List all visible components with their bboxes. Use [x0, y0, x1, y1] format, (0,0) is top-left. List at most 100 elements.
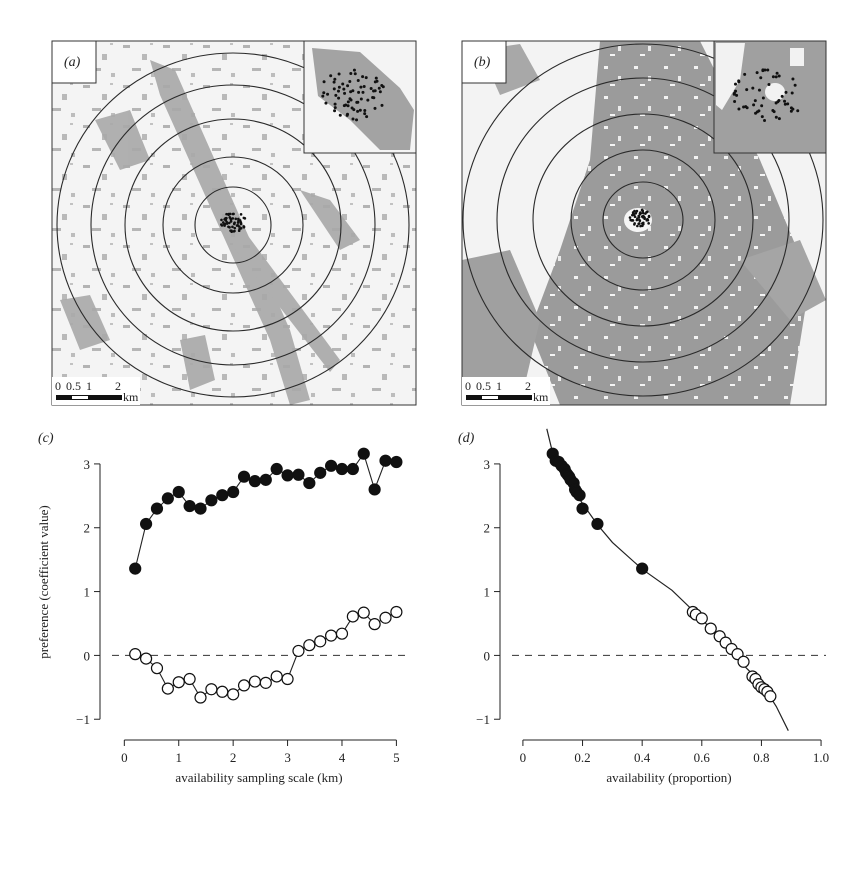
location-point	[225, 212, 228, 216]
open-point	[335, 627, 349, 640]
location-point	[231, 212, 235, 216]
filled-point	[139, 517, 153, 531]
location-point	[784, 90, 788, 94]
open-point	[704, 622, 717, 635]
location-point	[366, 98, 370, 102]
location-point	[220, 223, 223, 226]
x-tick-label: 2	[230, 750, 237, 765]
x-axis-label: availability sampling scale (km)	[175, 770, 342, 785]
location-point	[753, 99, 757, 103]
location-point	[378, 90, 382, 94]
location-point	[322, 91, 326, 95]
location-point	[734, 82, 738, 86]
location-point	[777, 117, 781, 121]
location-point	[228, 226, 231, 229]
y-tick-label: 2	[84, 521, 91, 536]
location-point	[634, 211, 638, 215]
location-point	[359, 97, 363, 101]
filled-point	[194, 502, 207, 515]
location-point	[337, 85, 341, 89]
y-axis-label: preference (coefficient value)	[36, 505, 51, 659]
location-point	[373, 106, 377, 110]
location-point	[346, 100, 350, 104]
open-point	[205, 683, 218, 696]
location-point	[242, 216, 246, 220]
open-point	[172, 676, 185, 689]
location-point	[643, 217, 646, 221]
location-point	[763, 119, 767, 123]
location-point	[233, 221, 236, 225]
location-point	[346, 84, 350, 88]
filled-point	[161, 492, 174, 505]
location-point	[791, 107, 795, 111]
location-point	[352, 68, 356, 72]
location-point	[334, 93, 338, 97]
panel-b-inset	[713, 40, 827, 154]
x-tick-label: 0.8	[753, 750, 769, 765]
location-point	[742, 105, 746, 109]
location-point	[239, 213, 243, 216]
open-point	[216, 685, 229, 698]
x-tick-label: 4	[339, 750, 346, 765]
panel-b-label: (b)	[474, 55, 491, 70]
open-point	[183, 672, 196, 686]
filled-point	[129, 562, 142, 575]
plot-area	[508, 432, 830, 732]
location-point	[645, 219, 649, 222]
location-point	[228, 216, 232, 219]
filled-point	[335, 462, 349, 476]
location-point	[348, 79, 352, 83]
location-point	[237, 217, 240, 221]
location-point	[791, 77, 795, 81]
location-point	[752, 103, 756, 107]
y-tick-label: 0	[84, 648, 91, 663]
svg-text:0.5: 0.5	[66, 379, 81, 393]
location-point	[772, 110, 776, 114]
filled-point	[357, 447, 370, 460]
location-point	[344, 103, 348, 107]
x-tick-label: 0.6	[694, 750, 711, 765]
location-point	[640, 208, 644, 212]
location-point	[342, 87, 346, 91]
location-point	[745, 88, 749, 92]
location-point	[647, 215, 651, 219]
panel-label: (d)	[458, 431, 475, 446]
location-point	[372, 96, 376, 100]
filled-point	[636, 562, 649, 575]
location-point	[353, 72, 357, 76]
location-point	[350, 106, 354, 110]
x-tick-label: 3	[284, 750, 291, 765]
location-point	[639, 224, 642, 228]
location-point	[345, 113, 349, 117]
open-point	[737, 655, 750, 668]
location-point	[356, 78, 360, 82]
location-point	[357, 90, 361, 94]
location-point	[322, 80, 326, 84]
location-point	[223, 222, 227, 226]
location-point	[775, 71, 779, 75]
x-tick-label: 0	[520, 750, 527, 765]
location-point	[229, 220, 233, 223]
location-point	[637, 214, 640, 218]
panel-a-scalebar: 0 0.5 1 2 km	[52, 377, 140, 405]
location-point	[381, 85, 385, 89]
filled-point	[259, 473, 272, 486]
location-point	[633, 222, 636, 225]
panel-a-frame	[51, 40, 417, 406]
location-point	[356, 109, 360, 113]
svg-text:km: km	[123, 390, 139, 404]
filled-point	[591, 517, 604, 531]
location-point	[329, 74, 333, 78]
location-point	[630, 219, 633, 222]
x-tick-label: 0	[121, 750, 128, 765]
location-point	[336, 89, 340, 93]
open-point	[314, 635, 327, 648]
location-point	[220, 218, 223, 222]
location-point	[358, 108, 362, 112]
location-point	[355, 118, 359, 122]
open-point	[270, 670, 283, 683]
location-point	[632, 213, 635, 216]
open-point	[303, 639, 316, 652]
location-point	[774, 75, 778, 79]
location-point	[737, 107, 741, 111]
